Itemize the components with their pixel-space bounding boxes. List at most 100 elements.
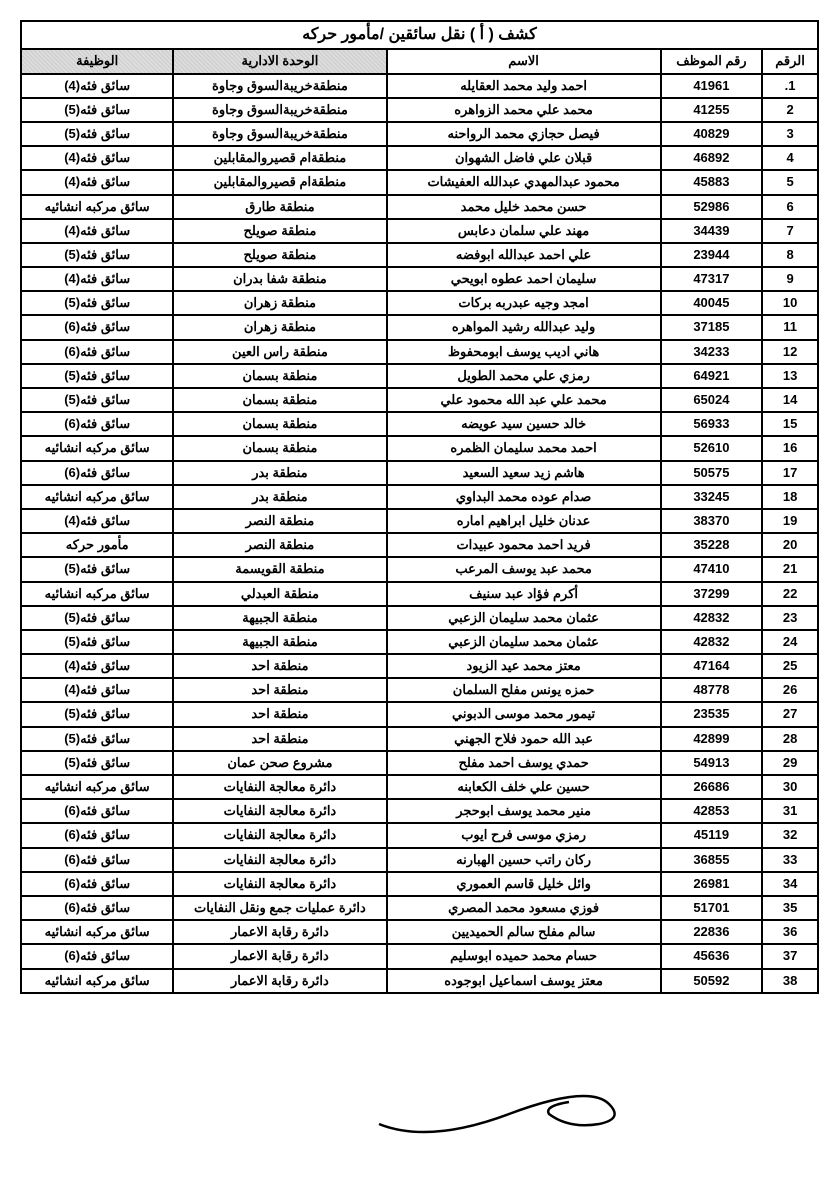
cell-num: 11 [762,315,818,339]
cell-name: رمزي موسى فرح ايوب [387,823,661,847]
table-row: 3551701فوزي مسعود محمد المصريدائرة عمليا… [21,896,818,920]
table-row: 947317سليمان احمد عطوه ابويحيمنطقة شفا ب… [21,267,818,291]
cell-emp: 23535 [661,702,763,726]
cell-name: معتز محمد عيد الزيود [387,654,661,678]
table-row: 1833245صدام عوده محمد البداويمنطقة بدرسا… [21,485,818,509]
cell-job: سائق فئه(6) [21,872,173,896]
cell-num: 17 [762,461,818,485]
table-row: 734439مهند علي سلمان دعابسمنطقة صويلحسائ… [21,219,818,243]
cell-num: 23 [762,606,818,630]
cell-emp: 42899 [661,727,763,751]
table-row: 1652610احمد محمد سليمان الظمرهمنطقة بسما… [21,436,818,460]
table-row: 652986حسن محمد خليل محمدمنطقة طارقسائق م… [21,195,818,219]
table-row: 2842899عبد الله حمود فلاح الجهنيمنطقة اح… [21,727,818,751]
cell-emp: 52610 [661,436,763,460]
cell-emp: 42832 [661,606,763,630]
table-row: 1.41961احمد وليد محمد العقايلهمنطقةخريبة… [21,74,818,98]
cell-name: قبلان علي فاضل الشهوان [387,146,661,170]
cell-unit: منطقة احد [173,678,386,702]
cell-num: 33 [762,848,818,872]
cell-job: سائق فئه(4) [21,74,173,98]
title-row: كشف ( أ ) نقل سائقين /مأمور حركه [21,21,818,49]
signature-area [369,1054,719,1154]
cell-job: سائق فئه(4) [21,146,173,170]
cell-emp: 26981 [661,872,763,896]
cell-emp: 45883 [661,170,763,194]
table-row: 2147410محمد عبد يوسف المرعبمنطقة القويسم… [21,557,818,581]
cell-job: سائق فئه(5) [21,557,173,581]
cell-unit: منطقة احد [173,702,386,726]
cell-job: سائق مركبه انشائيه [21,582,173,606]
cell-num: 3 [762,122,818,146]
cell-name: احمد محمد سليمان الظمره [387,436,661,460]
table-row: 3622836سالم مفلح سالم الحميدييندائرة رقا… [21,920,818,944]
table-title: كشف ( أ ) نقل سائقين /مأمور حركه [21,21,818,49]
cell-emp: 45119 [661,823,763,847]
table-row: 3745636حسام محمد حميده ابوسليمدائرة رقاب… [21,944,818,968]
cell-emp: 42832 [661,630,763,654]
table-row: 2648778حمزه يونس مفلح السلمانمنطقة احدسا… [21,678,818,702]
cell-name: عثمان محمد سليمان الزعبي [387,606,661,630]
cell-name: فيصل حجازي محمد الرواحنه [387,122,661,146]
cell-emp: 47410 [661,557,763,581]
cell-name: محمد علي عبد الله محمود علي [387,388,661,412]
cell-job: سائق فئه(6) [21,944,173,968]
cell-emp: 64921 [661,364,763,388]
cell-unit: منطقة احد [173,654,386,678]
cell-name: محمد علي محمد الزواهره [387,98,661,122]
cell-num: 35 [762,896,818,920]
cell-num: 5 [762,170,818,194]
cell-job: سائق فئه(6) [21,896,173,920]
cell-unit: دائرة معالجة النفايات [173,799,386,823]
cell-emp: 46892 [661,146,763,170]
table-row: 3142853منير محمد يوسف ابوحجردائرة معالجة… [21,799,818,823]
cell-name: خالد حسين سيد عويضه [387,412,661,436]
cell-job: سائق فئه(5) [21,751,173,775]
cell-emp: 52986 [661,195,763,219]
cell-unit: منطقة بدر [173,485,386,509]
cell-emp: 45636 [661,944,763,968]
cell-name: عثمان محمد سليمان الزعبي [387,630,661,654]
cell-num: 31 [762,799,818,823]
cell-unit: منطقة زهران [173,315,386,339]
cell-unit: منطقة الجبيهة [173,606,386,630]
cell-unit: دائرة رقابة الاعمار [173,944,386,968]
cell-num: 22 [762,582,818,606]
cell-job: سائق فئه(6) [21,340,173,364]
cell-job: سائق مركبه انشائيه [21,775,173,799]
cell-unit: منطقة راس العين [173,340,386,364]
cell-job: سائق فئه(5) [21,727,173,751]
cell-emp: 35228 [661,533,763,557]
cell-unit: منطقةخريبةالسوق وجاوة [173,98,386,122]
cell-unit: منطقة بسمان [173,388,386,412]
cell-name: فريد احمد محمود عبيدات [387,533,661,557]
cell-unit: منطقة النصر [173,509,386,533]
cell-emp: 41255 [661,98,763,122]
table-row: 340829فيصل حجازي محمد الرواحنهمنطقةخريبة… [21,122,818,146]
cell-num: 29 [762,751,818,775]
cell-num: 2 [762,98,818,122]
cell-num: 27 [762,702,818,726]
cell-name: حمدي يوسف احمد مفلح [387,751,661,775]
table-row: 2035228فريد احمد محمود عبيداتمنطقة النصر… [21,533,818,557]
cell-unit: دائرة معالجة النفايات [173,823,386,847]
cell-name: منير محمد يوسف ابوحجر [387,799,661,823]
cell-name: تيمور محمد موسى الدبوني [387,702,661,726]
cell-job: سائق فئه(5) [21,388,173,412]
table-row: 1938370عدنان خليل ابراهيم امارهمنطقة الن… [21,509,818,533]
cell-job: سائق فئه(6) [21,461,173,485]
cell-job: سائق فئه(5) [21,630,173,654]
cell-job: سائق فئه(6) [21,848,173,872]
cell-emp: 38370 [661,509,763,533]
table-row: 2342832عثمان محمد سليمان الزعبيمنطقة الج… [21,606,818,630]
cell-name: سليمان احمد عطوه ابويحي [387,267,661,291]
cell-num: 13 [762,364,818,388]
table-row: 2442832عثمان محمد سليمان الزعبيمنطقة الج… [21,630,818,654]
cell-num: 26 [762,678,818,702]
cell-name: سالم مفلح سالم الحميديين [387,920,661,944]
cell-name: حسام محمد حميده ابوسليم [387,944,661,968]
col-header-unit: الوحدة الادارية [173,49,386,73]
cell-num: 7 [762,219,818,243]
cell-num: 32 [762,823,818,847]
cell-emp: 26686 [661,775,763,799]
